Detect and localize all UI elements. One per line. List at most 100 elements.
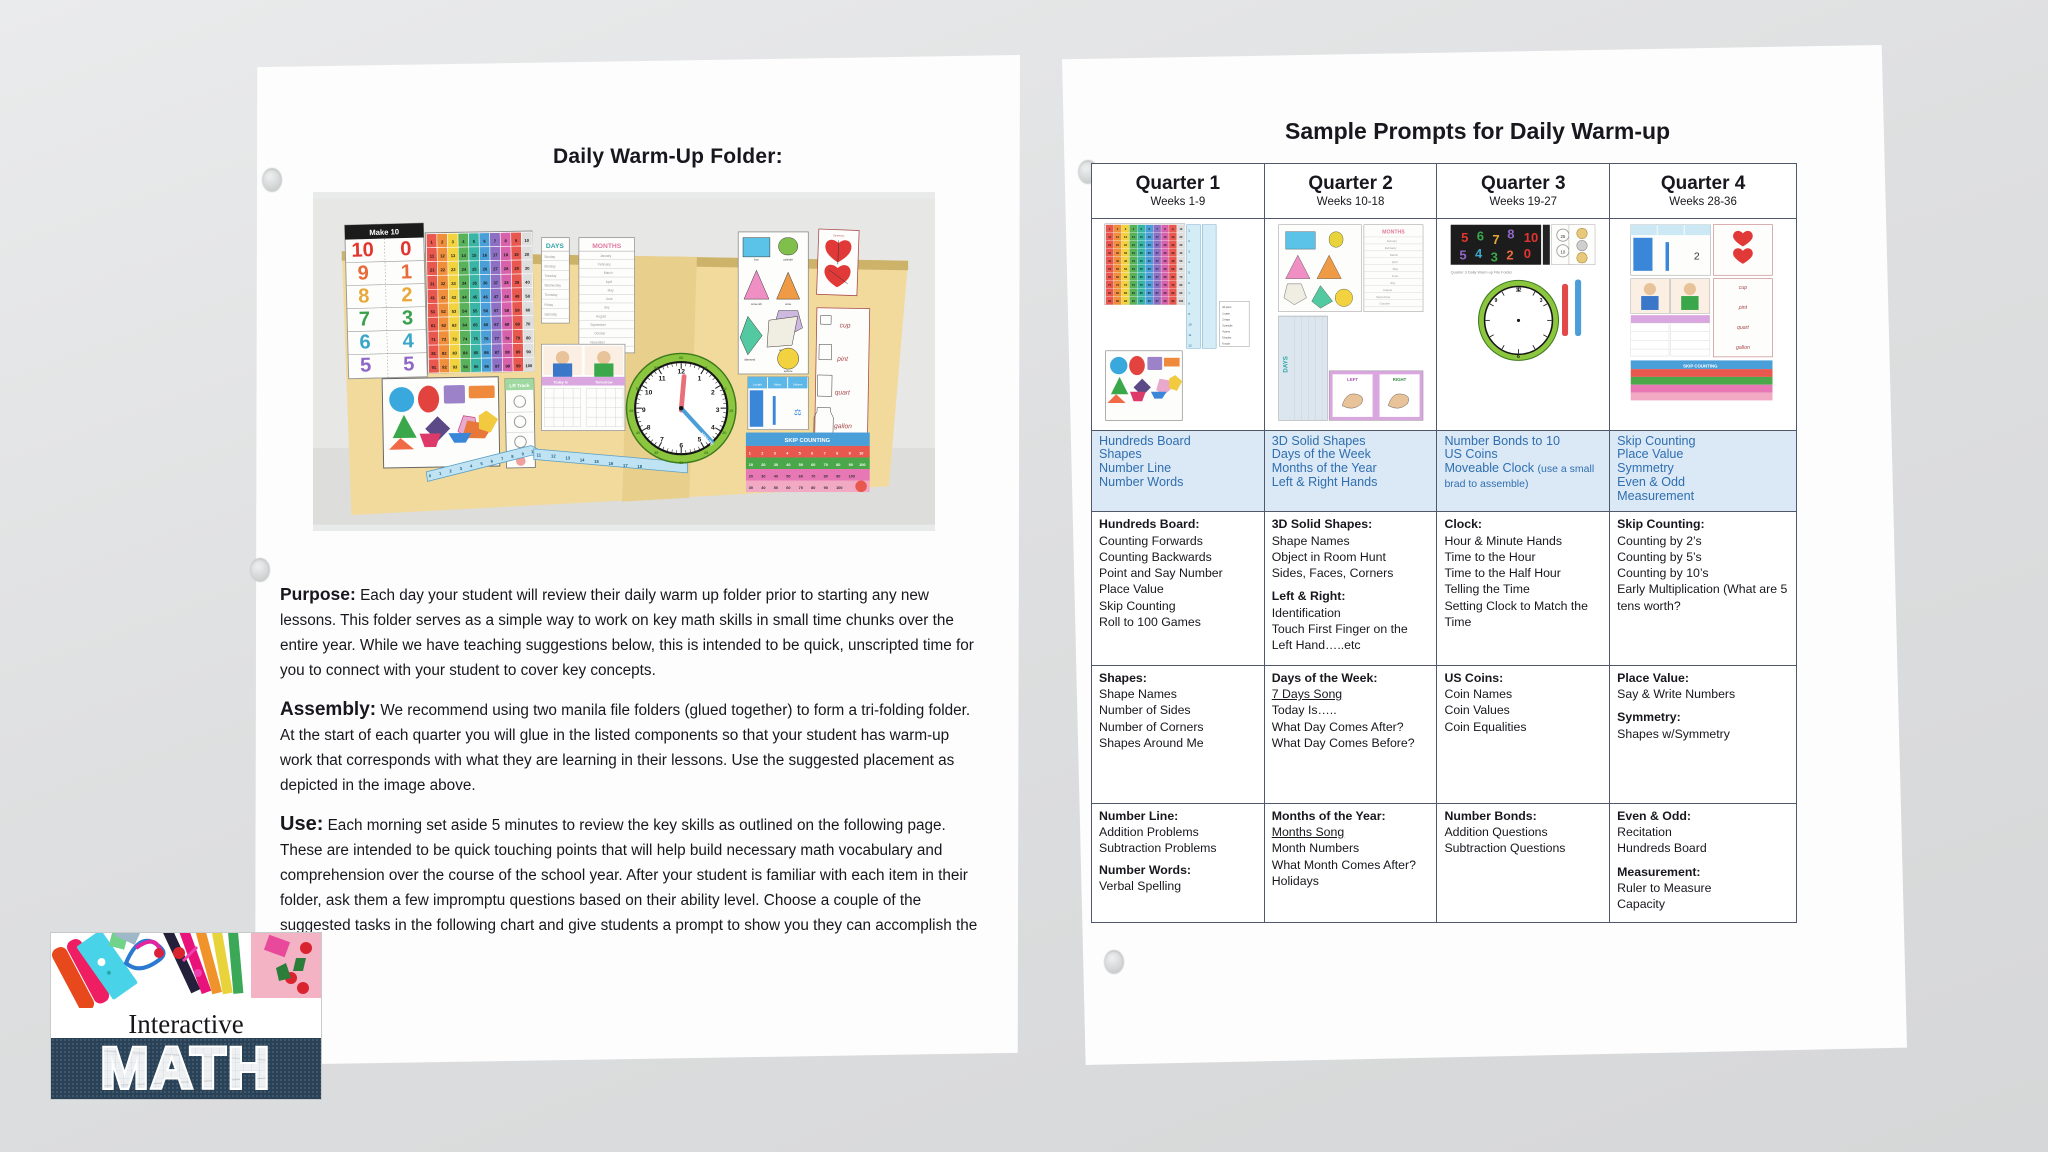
svg-text:10: 10 [1188, 322, 1192, 326]
svg-text:58: 58 [504, 308, 509, 313]
svg-text:14: 14 [461, 253, 466, 258]
svg-text:99: 99 [516, 363, 521, 368]
svg-text:36: 36 [1148, 250, 1151, 254]
svg-text:Volume: Volume [793, 382, 803, 386]
svg-text:48: 48 [504, 294, 509, 299]
svg-text:65: 65 [1140, 274, 1143, 278]
svg-text:Symmetry: Symmetry [833, 234, 845, 237]
svg-text:71: 71 [431, 337, 436, 342]
svg-text:60: 60 [679, 356, 683, 360]
svg-text:12: 12 [1188, 343, 1192, 347]
svg-text:16: 16 [482, 253, 487, 258]
svg-text:97: 97 [1156, 298, 1159, 302]
svg-text:pint: pint [836, 356, 849, 363]
svg-text:98: 98 [1164, 298, 1167, 302]
svg-text:10: 10 [1524, 230, 1539, 245]
svg-text:91: 91 [1108, 298, 1111, 302]
svg-text:34: 34 [462, 281, 467, 286]
svg-text:Tomorrow: Tomorrow [595, 381, 613, 385]
svg-text:70: 70 [526, 321, 531, 326]
svg-text:90: 90 [1179, 290, 1182, 294]
svg-text:LR Track: LR Track [509, 383, 530, 389]
svg-text:3: 3 [402, 307, 414, 329]
svg-text:Mass: Mass [774, 382, 781, 386]
svg-text:73: 73 [452, 337, 457, 342]
svg-text:72: 72 [1116, 282, 1119, 286]
svg-text:88: 88 [505, 350, 510, 355]
svg-text:5: 5 [360, 354, 372, 376]
svg-text:8: 8 [1188, 301, 1190, 305]
svg-text:cone-ish: cone-ish [751, 302, 762, 306]
svg-text:44: 44 [1132, 258, 1135, 262]
svg-text:MONTHS: MONTHS [592, 243, 622, 250]
svg-text:13: 13 [1124, 234, 1127, 238]
svg-text:95: 95 [474, 364, 479, 369]
svg-text:57: 57 [1156, 266, 1159, 270]
svg-text:46: 46 [483, 294, 488, 299]
svg-text:60: 60 [1179, 266, 1182, 270]
svg-text:91: 91 [432, 365, 437, 370]
svg-text:May: May [1392, 266, 1398, 270]
svg-text:34: 34 [1132, 250, 1135, 254]
svg-text:86: 86 [484, 350, 489, 355]
svg-text:89: 89 [516, 349, 521, 354]
svg-text:92: 92 [442, 365, 447, 370]
svg-text:17: 17 [623, 463, 628, 468]
svg-text:67: 67 [1156, 274, 1159, 278]
svg-text:74: 74 [463, 336, 468, 341]
svg-text:25: 25 [1140, 242, 1143, 246]
svg-text:Wednesday: Wednesday [544, 284, 561, 288]
svg-text:87: 87 [495, 350, 500, 355]
svg-text:LEFT: LEFT [1347, 377, 1358, 382]
svg-text:2: 2 [1694, 251, 1700, 262]
svg-text:70: 70 [1179, 274, 1182, 278]
svg-text:50: 50 [799, 463, 803, 467]
svg-text:2: 2 [761, 452, 763, 456]
svg-text:62: 62 [441, 323, 446, 328]
svg-text:10 pens: 10 pens [1222, 305, 1232, 309]
svg-text:50: 50 [525, 294, 530, 299]
svg-text:90: 90 [824, 486, 828, 490]
svg-text:cup: cup [1739, 285, 1747, 291]
svg-text:90: 90 [836, 475, 840, 479]
svg-text:38: 38 [1164, 250, 1167, 254]
svg-text:20: 20 [525, 252, 530, 257]
svg-text:18: 18 [1164, 234, 1167, 238]
svg-text:70: 70 [811, 475, 815, 479]
svg-text:37: 37 [493, 280, 498, 285]
svg-text:9: 9 [642, 407, 646, 414]
svg-text:86: 86 [1148, 290, 1151, 294]
svg-text:40: 40 [761, 486, 765, 490]
svg-text:October: October [1379, 301, 1389, 305]
svg-text:cone: cone [785, 302, 792, 306]
svg-text:24: 24 [1132, 242, 1135, 246]
svg-text:20: 20 [722, 431, 726, 435]
svg-text:16: 16 [1148, 234, 1151, 238]
svg-text:14: 14 [580, 457, 585, 462]
svg-text:36: 36 [483, 280, 488, 285]
svg-text:50: 50 [1179, 258, 1182, 262]
svg-text:4: 4 [711, 424, 715, 431]
svg-text:4: 4 [402, 330, 415, 352]
svg-text:Sunday: Sunday [544, 255, 555, 259]
svg-text:82: 82 [442, 351, 447, 356]
svg-text:62: 62 [1116, 274, 1119, 278]
svg-text:February: February [1384, 246, 1396, 250]
svg-text:52: 52 [1116, 266, 1119, 270]
svg-text:6: 6 [1188, 280, 1190, 284]
svg-text:Length: Length [753, 382, 762, 386]
svg-text:August: August [596, 314, 606, 318]
svg-text:Quarter 3 Daily Warm-up File F: Quarter 3 Daily Warm-up File Folder [1451, 270, 1513, 274]
svg-text:80: 80 [526, 335, 531, 340]
svg-text:⚖: ⚖ [794, 407, 802, 417]
svg-text:22: 22 [1116, 242, 1119, 246]
svg-text:39: 39 [1171, 250, 1174, 254]
svg-text:29: 29 [514, 266, 519, 271]
svg-text:5: 5 [698, 437, 702, 444]
svg-text:SKIP COUNTING: SKIP COUNTING [1683, 363, 1718, 368]
svg-text:20: 20 [749, 475, 753, 479]
svg-text:6: 6 [811, 452, 813, 456]
svg-text:1: 1 [1188, 228, 1190, 232]
svg-text:18: 18 [503, 252, 508, 257]
svg-text:DAYS: DAYS [1282, 356, 1289, 372]
